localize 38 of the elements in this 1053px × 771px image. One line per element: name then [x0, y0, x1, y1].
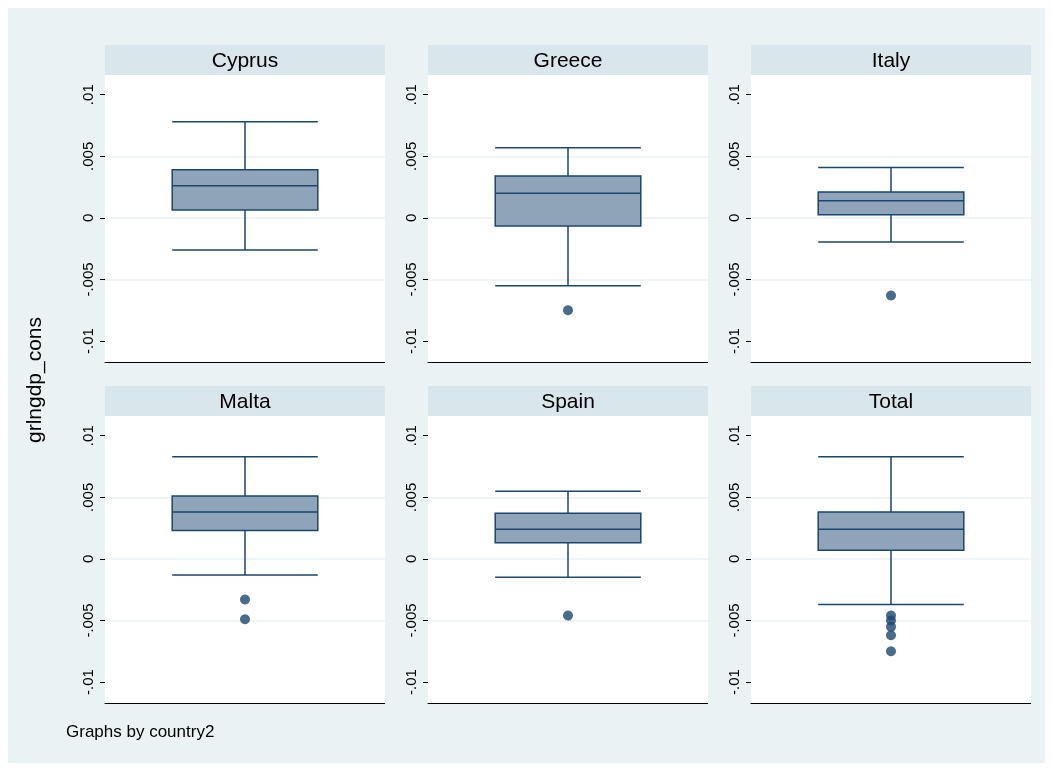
- text: Graphs by country2: [66, 722, 215, 742]
- y-tick-label: .01: [402, 425, 419, 447]
- y-tick-label: -.01: [79, 669, 96, 695]
- y-tick-label: -.01: [402, 669, 419, 695]
- chart-title: Cyprus: [105, 45, 385, 75]
- y-tick-label: -.01: [725, 328, 742, 354]
- chart-title: Total: [751, 386, 1031, 416]
- y-tick-label: -.005: [402, 262, 419, 297]
- y-tick-label: 0: [725, 554, 742, 564]
- y-tick-label: .01: [79, 425, 96, 447]
- y-tick-label: .005: [79, 482, 96, 512]
- chart-title: Italy: [751, 45, 1031, 75]
- y-tick-label: .005: [402, 141, 419, 171]
- y-tick-label: -.005: [79, 603, 96, 638]
- y-tick-label: .005: [725, 141, 742, 171]
- y-tick-label: -.005: [725, 262, 742, 297]
- y-tick-label: -.01: [402, 328, 419, 354]
- chart-title: Spain: [428, 386, 708, 416]
- y-tick-label: -.005: [79, 262, 96, 297]
- y-tick-label: 0: [79, 554, 96, 564]
- y-tick-label: .005: [79, 141, 96, 171]
- y-tick-label: 0: [725, 213, 742, 223]
- y-tick-label: -.01: [725, 669, 742, 695]
- y-axis-title: grlngdp_cons: [22, 316, 46, 444]
- y-tick-label: 0: [402, 554, 419, 564]
- y-tick-label: 0: [402, 213, 419, 223]
- chart-title: Malta: [105, 386, 385, 416]
- y-tick-label: .01: [402, 84, 419, 106]
- y-tick-label: .005: [402, 482, 419, 512]
- y-tick-label: .01: [725, 84, 742, 106]
- chart-title: Greece: [428, 45, 708, 75]
- y-tick-label: .005: [725, 482, 742, 512]
- y-tick-label: .01: [725, 425, 742, 447]
- y-tick-label: -.01: [79, 328, 96, 354]
- y-tick-label: -.005: [725, 603, 742, 638]
- y-tick-label: -.005: [402, 603, 419, 638]
- y-tick-label: 0: [79, 213, 96, 223]
- y-tick-label: .01: [79, 84, 96, 106]
